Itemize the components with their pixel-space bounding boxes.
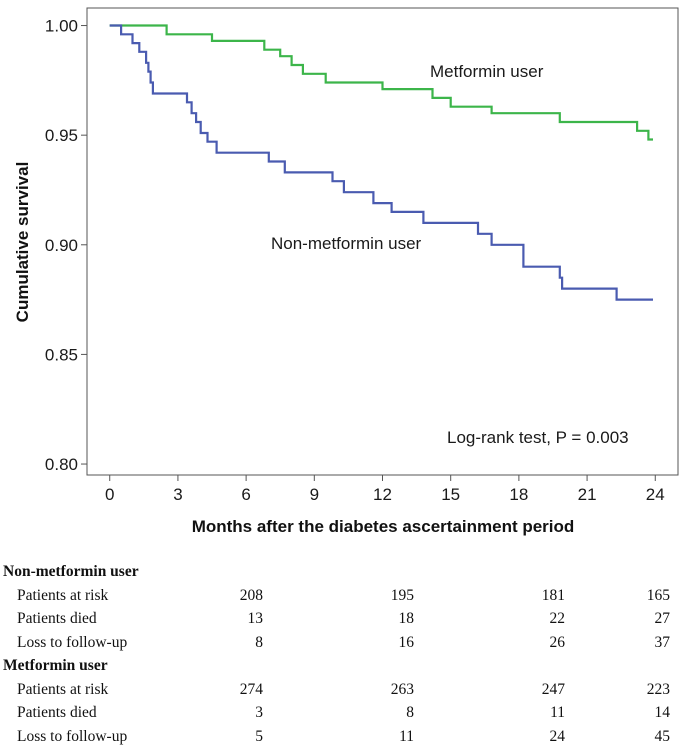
risk-group-title: Non-metformin user [3, 563, 139, 580]
series-line-non-metformin-user [109, 24, 653, 301]
risk-cell: 26 [549, 633, 566, 651]
risk-cell: 181 [541, 586, 565, 604]
series-group [109, 24, 653, 301]
series-label-non-metformin: Non-metformin user [271, 234, 422, 253]
y-tick-label: 0.85 [45, 345, 78, 364]
risk-cell: 223 [646, 680, 670, 698]
risk-cell: 5 [255, 727, 263, 745]
risk-row-label: Loss to follow-up [17, 727, 128, 745]
risk-row-label: Patients at risk [17, 586, 109, 604]
survival-chart: 0.80 0.85 0.90 0.95 1.00 0 3 6 9 12 15 18 21 24 Metf… [13, 7, 679, 536]
risk-row-label: Patients died [17, 610, 97, 627]
x-tick-label: 18 [509, 485, 528, 504]
risk-row-label: Loss to follow-up [17, 633, 128, 651]
risk-cell: 18 [398, 610, 415, 627]
x-tick-label: 3 [173, 485, 182, 504]
risk-cell: 8 [255, 633, 263, 651]
x-axis-title: Months after the diabetes ascertainment … [192, 517, 575, 536]
risk-cell: 22 [549, 610, 566, 627]
series-line-metformin-user [109, 24, 653, 141]
risk-cell: 11 [550, 704, 565, 721]
x-tick-label: 6 [241, 485, 250, 504]
risk-cell: 16 [398, 633, 415, 651]
x-tick-label: 21 [578, 485, 597, 504]
risk-cell: 263 [390, 680, 414, 698]
y-tick-label: 1.00 [45, 17, 78, 36]
risk-row-label: Patients at risk [17, 680, 109, 698]
y-axis-title: Cumulative survival [13, 162, 32, 323]
risk-cell: 8 [406, 704, 414, 721]
x-tick-label: 12 [373, 485, 392, 504]
y-axis: 0.80 0.85 0.90 0.95 1.00 [45, 17, 87, 474]
x-axis: 0 3 6 9 12 15 18 21 24 [105, 475, 665, 504]
risk-cell: 45 [654, 727, 671, 745]
y-tick-label: 0.95 [45, 126, 78, 145]
risk-cell: 208 [239, 586, 263, 604]
risk-cell: 195 [390, 586, 414, 604]
x-tick-label: 24 [646, 485, 665, 504]
x-tick-label: 15 [441, 485, 460, 504]
risk-cell: 11 [399, 727, 414, 745]
risk-row-label: Patients died [17, 704, 97, 721]
risk-cell: 13 [247, 610, 264, 627]
risk-cell: 14 [654, 704, 671, 721]
risk-cell: 274 [239, 680, 263, 698]
risk-group-title: Metformin user [3, 657, 108, 674]
x-tick-label: 9 [310, 485, 319, 504]
risk-cell: 37 [654, 633, 671, 651]
risk-cell: 247 [541, 680, 565, 698]
y-tick-label: 0.90 [45, 236, 78, 255]
x-tick-label: 0 [105, 485, 114, 504]
risk-cell: 24 [549, 727, 566, 745]
risk-cell: 3 [255, 704, 263, 721]
series-label-metformin: Metformin user [430, 62, 544, 81]
logrank-annotation: Log-rank test, P = 0.003 [447, 428, 629, 447]
y-tick-label: 0.80 [45, 455, 78, 474]
risk-cell: 27 [654, 610, 671, 627]
risk-cell: 165 [646, 586, 670, 604]
